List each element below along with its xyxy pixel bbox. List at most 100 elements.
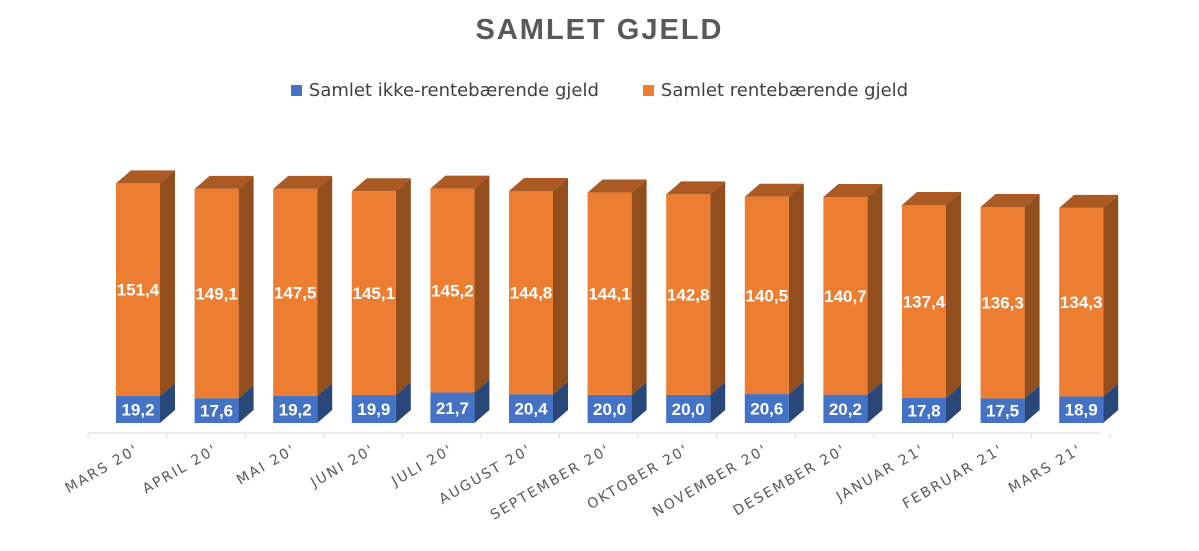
bar-rentebaerende [666,194,711,395]
data-label: 20,0 [593,400,626,419]
data-label: 145,2 [431,282,474,301]
bar-side-rentebaerende [946,192,961,398]
bar-side-rentebaerende [631,179,647,395]
data-label: 151,4 [117,281,160,300]
bar-top-rentebaerende [194,175,254,189]
bar-rentebaerende [116,183,160,397]
x-axis-tick-label: MARS 20' [63,442,142,497]
bar-top-rentebaerende [351,178,411,192]
bar-side-rentebaerende [553,177,568,395]
bar-top-rentebaerende [902,192,961,206]
bar-top-rentebaerende [273,175,333,189]
bar-ikke-rentebaerende [823,394,868,423]
data-label: 19,2 [279,401,312,420]
x-axis-tick-label: MAI 20' [234,442,299,489]
bar-side-ikke-rentebaerende [1024,385,1040,423]
bar-ikke-rentebaerende [744,394,789,423]
bar-side-ikke-rentebaerende [160,383,175,423]
bar-ikke-rentebaerende [902,397,946,423]
bar-side-ikke-rentebaerende [788,381,804,423]
bar-side-ikke-rentebaerende [631,381,647,423]
bar-side-rentebaerende [710,181,726,395]
bar-ikke-rentebaerende [351,395,396,423]
data-label: 18,9 [1065,401,1098,420]
bar-side-ikke-rentebaerende [317,383,333,423]
bar-rentebaerende [509,190,553,395]
chart-title: SAMLET GJELD [475,14,724,46]
bar-ikke-rentebaerende [273,396,318,423]
data-label: 137,4 [903,293,946,312]
x-axis-tick-label: JUNI 20' [307,442,377,492]
data-label: 17,8 [907,401,940,420]
legend: Samlet ikke-rentebærende gjeld Samlet re… [0,80,1199,101]
data-label: 19,9 [357,400,390,419]
data-label: 20,4 [514,400,548,419]
bar-side-ikke-rentebaerende [474,379,490,423]
data-label: 147,5 [274,283,317,302]
x-axis-tick-label: MARS 21' [1006,442,1085,497]
x-axis-tick-label: JULI 20' [388,442,456,491]
bar-side-rentebaerende [317,175,333,397]
bar-side-ikke-rentebaerende [946,384,961,423]
bar-rentebaerende [430,188,475,393]
bar-top-rentebaerende [509,177,568,191]
bar-side-rentebaerende [788,183,804,395]
x-axis-tick-label: APRIL 20' [140,442,221,498]
data-label: 134,3 [1060,293,1103,312]
bar-top-rentebaerende [116,170,175,184]
bar-top-rentebaerende [823,184,883,198]
data-label: 145,1 [353,284,396,303]
bar-side-rentebaerende [1103,194,1119,397]
bar-ikke-rentebaerende [587,394,632,423]
bar-side-rentebaerende [160,170,175,397]
bar-rentebaerende [587,192,632,395]
data-label: 20,2 [829,400,862,419]
bar-top-rentebaerende [587,179,647,193]
legend-item-rentebaerende: Samlet rentebærende gjeld [642,80,909,101]
bar-side-ikke-rentebaerende [867,381,883,423]
bar-ikke-rentebaerende [980,398,1025,423]
data-label: 144,1 [588,285,631,304]
bar-side-ikke-rentebaerende [395,382,411,423]
bar-side-rentebaerende [395,178,411,396]
bar-rentebaerende [273,188,318,397]
bar-ikke-rentebaerende [194,398,239,423]
data-label: 17,6 [200,402,233,421]
data-label: 20,0 [672,400,705,419]
legend-swatch-orange [642,85,654,96]
data-label: 144,8 [510,284,553,303]
legend-label-rentebaerende: Samlet rentebærende gjeld [660,80,909,101]
bar-rentebaerende [823,197,868,395]
bar-rentebaerende [980,206,1025,399]
legend-item-ikke-rentebaerende: Samlet ikke-rentebærende gjeld [290,80,599,101]
data-label: 142,8 [667,286,710,305]
bar-rentebaerende [744,196,789,395]
bar-top-rentebaerende [430,175,490,189]
bar-rentebaerende [1059,207,1104,397]
bar-side-rentebaerende [1024,193,1040,399]
bar-side-ikke-rentebaerende [238,385,254,423]
data-label: 149,1 [195,285,238,304]
bar-rentebaerende [351,191,396,396]
bar-ikke-rentebaerende [116,396,160,423]
bar-top-rentebaerende [666,181,726,195]
data-label: 21,7 [436,399,469,418]
legend-swatch-blue [290,85,302,96]
data-label: 17,5 [986,402,1019,421]
bar-side-rentebaerende [867,184,883,395]
data-label: 20,6 [750,400,783,419]
bar-side-ikke-rentebaerende [710,381,726,423]
bar-ikke-rentebaerende [509,394,553,423]
bar-top-rentebaerende [980,193,1040,207]
data-label: 136,3 [981,294,1024,313]
bar-rentebaerende [902,205,946,398]
data-label: 140,7 [824,287,867,306]
bar-ikke-rentebaerende [666,394,711,423]
bar-rentebaerende [194,188,239,399]
data-label: 140,5 [746,286,789,305]
bar-top-rentebaerende [744,183,804,197]
bar-side-rentebaerende [474,175,490,393]
bar-side-rentebaerende [238,175,254,399]
bar-top-rentebaerende [1059,194,1119,208]
